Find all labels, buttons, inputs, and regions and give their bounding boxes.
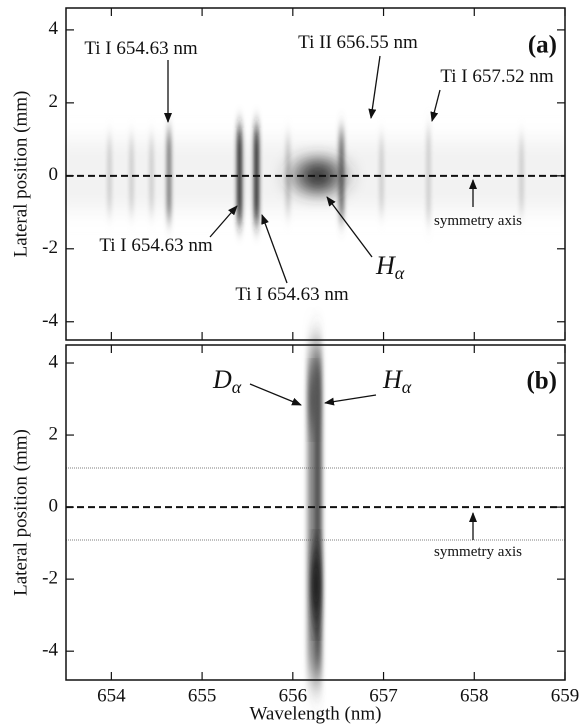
annotation-text: Ti I 657.52 nm	[440, 66, 554, 87]
annotation-arrow	[324, 394, 377, 406]
y-tick-label: 2	[49, 91, 59, 112]
y-tick-label: -2	[42, 237, 58, 258]
y-tick-label: 0	[49, 495, 59, 516]
annotation-arrow	[261, 214, 288, 284]
spectrum-image-b	[307, 350, 322, 675]
panel-label: (b)	[526, 368, 557, 395]
x-tick-label: 658	[460, 685, 489, 706]
panel-label: (a)	[528, 32, 557, 59]
x-axis-label: Wavelength (nm)	[250, 703, 382, 724]
annotation-text: Ti II 656.55 nm	[298, 32, 418, 53]
y-tick-label: -4	[42, 310, 58, 331]
annotation-subscript: α	[395, 263, 405, 283]
annotation: Ti I 654.63 nm	[84, 38, 198, 59]
y-tick-label: 2	[49, 423, 59, 444]
annotation-text: Ti I 654.63 nm	[84, 38, 198, 59]
x-tick-label: 656	[279, 685, 308, 706]
y-tick-label: 4	[49, 18, 59, 39]
x-tick-label: 655	[188, 685, 217, 706]
annotation-subscript: α	[402, 377, 412, 397]
y-tick-label: -2	[42, 567, 58, 588]
annotation-text: H	[375, 251, 396, 280]
annotation-arrow	[430, 89, 441, 122]
x-tick-label: 654	[97, 685, 126, 706]
annotation-text: D	[212, 365, 232, 394]
annotation-arrow	[368, 55, 381, 119]
plot-frame	[65, 344, 566, 681]
annotation: symmetry axis	[434, 544, 522, 560]
annotation: Ti II 656.55 nm	[298, 32, 418, 53]
x-tick-label: 657	[369, 685, 398, 706]
annotation: symmetry axis	[434, 213, 522, 229]
annotation: Ti I 654.63 nm	[99, 235, 213, 256]
annotation: Hα	[375, 251, 405, 283]
y-tick-label: 4	[49, 351, 59, 372]
annotation-text: symmetry axis	[434, 213, 522, 229]
annotation-text: Ti I 654.63 nm	[235, 284, 349, 305]
y-tick-label: 0	[49, 164, 59, 185]
annotation-text: H	[382, 365, 403, 394]
annotation: Ti I 657.52 nm	[440, 66, 554, 87]
plot-frame	[65, 7, 566, 341]
annotation-subscript: α	[232, 377, 242, 397]
annotation: Ti I 654.63 nm	[235, 284, 349, 305]
annotation-arrow	[209, 205, 238, 238]
y-axis-label: Lateral position (mm)	[10, 429, 31, 596]
y-tick-label: -4	[42, 640, 58, 661]
annotation-text: Ti I 654.63 nm	[99, 235, 213, 256]
annotation-text: symmetry axis	[434, 544, 522, 560]
y-axis-label: Lateral position (mm)	[10, 91, 31, 258]
annotation-arrow	[326, 196, 373, 258]
x-tick-label: 659	[551, 685, 580, 706]
annotation: Hα	[382, 365, 412, 397]
annotation-arrow	[249, 383, 302, 406]
annotation: Dα	[212, 365, 242, 397]
